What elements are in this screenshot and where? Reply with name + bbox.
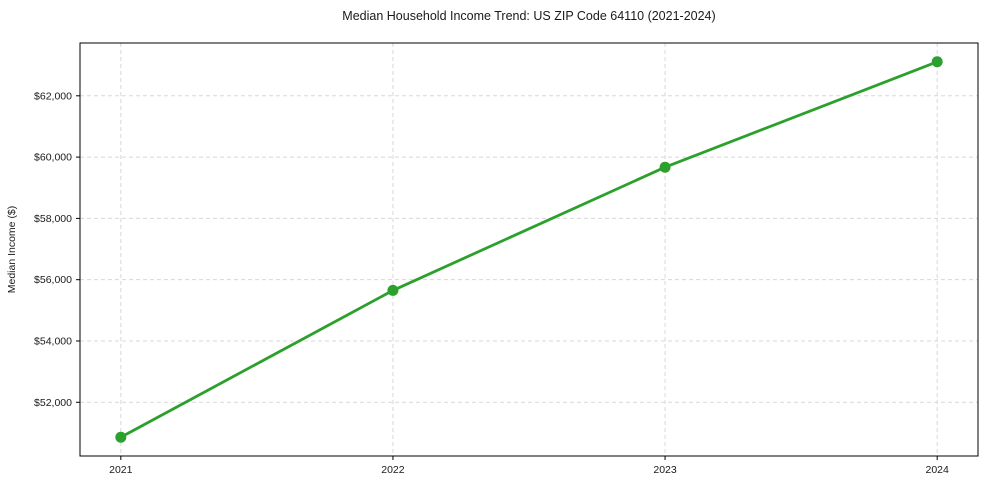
gridlines	[80, 43, 978, 456]
axis-tick-marks	[76, 95, 938, 460]
x-tick-label: 2022	[381, 464, 405, 476]
x-tick-label: 2021	[109, 464, 133, 476]
y-tick-label: $58,000	[34, 213, 72, 225]
y-tick-label: $62,000	[34, 90, 72, 102]
data-series	[115, 56, 943, 443]
data-point-2021	[115, 431, 127, 443]
y-axis-label: Median Income ($)	[6, 206, 18, 294]
y-tick-labels: $52,000 $54,000 $56,000 $58,000 $60,000 $62,0…	[34, 90, 72, 408]
y-tick-label: $60,000	[34, 152, 72, 164]
y-tick-label: $54,000	[34, 335, 72, 347]
data-point-2023	[659, 161, 671, 173]
x-tick-labels: 2021 2022 2023 2024	[109, 464, 949, 476]
y-tick-label: $56,000	[34, 274, 72, 286]
chart-title: Median Household Income Trend: US ZIP Co…	[342, 9, 715, 23]
plot-border	[79, 42, 979, 457]
y-tick-label: $52,000	[34, 397, 72, 409]
x-tick-label: 2024	[926, 464, 950, 476]
x-tick-label: 2023	[653, 464, 677, 476]
trend-line	[119, 60, 939, 439]
data-point-2024	[931, 56, 943, 68]
data-point-2022	[387, 284, 399, 296]
